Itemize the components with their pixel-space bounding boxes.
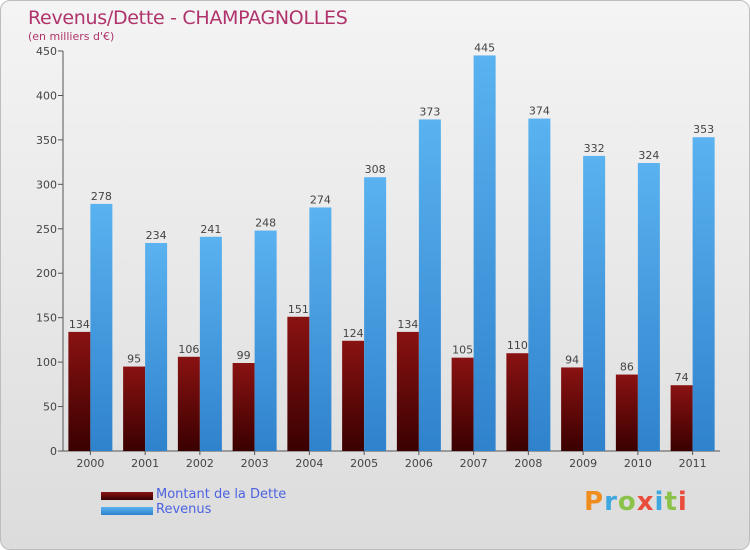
data-label-debt-2007: 105 — [452, 344, 473, 357]
bar-debt-2005 — [342, 340, 365, 451]
y-tick-label: 100 — [36, 356, 57, 369]
data-label-revenus-2007: 445 — [474, 41, 495, 54]
y-tick-label: 400 — [36, 89, 57, 102]
bar-debt-2009 — [561, 367, 584, 451]
bar-debt-2002 — [177, 356, 200, 451]
bar-revenus-2005 — [364, 177, 387, 451]
x-tick-label: 2007 — [460, 457, 488, 470]
bar-debt-2010 — [615, 374, 638, 451]
data-label-revenus-2003: 248 — [255, 217, 276, 230]
logo-letter: i — [654, 487, 665, 517]
bar-revenus-2002 — [199, 236, 222, 451]
bar-revenus-2009 — [583, 155, 606, 451]
bar-debt-2006 — [396, 331, 419, 451]
data-label-revenus-2011: 353 — [693, 123, 714, 136]
y-tick-label: 150 — [36, 312, 57, 325]
logo-letter: o — [617, 487, 637, 517]
x-tick-label: 2004 — [295, 457, 323, 470]
data-label-debt-2009: 94 — [565, 353, 579, 366]
data-label-revenus-2005: 308 — [365, 163, 386, 176]
bar-revenus-2001 — [145, 243, 168, 451]
data-label-revenus-2000: 278 — [91, 190, 112, 203]
legend-swatch-debt — [101, 492, 153, 500]
data-label-debt-2011: 74 — [675, 371, 689, 384]
data-label-revenus-2002: 241 — [200, 223, 221, 236]
proxiti-logo: Proxiti — [584, 487, 688, 517]
logo-letter: P — [584, 487, 605, 517]
bar-revenus-2006 — [418, 119, 441, 451]
data-label-revenus-2009: 332 — [584, 142, 605, 155]
y-tick-label: 250 — [36, 223, 57, 236]
data-label-revenus-2004: 274 — [310, 193, 331, 206]
legend-label-revenus: Revenus — [156, 502, 212, 517]
data-label-revenus-2001: 234 — [146, 229, 167, 242]
x-tick-label: 2005 — [350, 457, 378, 470]
data-label-debt-2005: 124 — [343, 327, 364, 340]
bar-revenus-2000 — [90, 203, 113, 451]
bar-debt-2003 — [232, 363, 255, 451]
data-label-debt-2006: 134 — [397, 318, 418, 331]
chart-title: Revenus/Dette - CHAMPAGNOLLES — [28, 7, 348, 29]
x-tick-label: 2009 — [569, 457, 597, 470]
logo-letter: i — [677, 487, 688, 517]
data-label-debt-2001: 95 — [127, 353, 141, 366]
x-tick-label: 2008 — [514, 457, 542, 470]
bar-revenus-2011 — [692, 137, 715, 451]
data-label-debt-2010: 86 — [620, 361, 634, 374]
bar-debt-2004 — [287, 316, 310, 451]
data-label-revenus-2010: 324 — [638, 149, 659, 162]
bar-revenus-2008 — [528, 118, 551, 452]
bar-revenus-2003 — [254, 230, 277, 451]
y-tick-label: 350 — [36, 134, 57, 147]
data-label-debt-2000: 134 — [69, 318, 90, 331]
y-tick-label: 450 — [36, 45, 57, 58]
x-tick-label: 2006 — [405, 457, 433, 470]
x-tick-label: 2011 — [679, 457, 707, 470]
x-tick-label: 2010 — [624, 457, 652, 470]
x-tick-label: 2003 — [241, 457, 269, 470]
bar-debt-2008 — [506, 353, 529, 451]
x-tick-label: 2001 — [131, 457, 159, 470]
data-label-revenus-2008: 374 — [529, 105, 550, 118]
x-tick-label: 2002 — [186, 457, 214, 470]
chart-subtitle: (en milliers d'€) — [28, 30, 115, 43]
legend-label-debt: Montant de la Dette — [156, 487, 287, 502]
logo-letter: t — [664, 487, 678, 517]
data-label-debt-2004: 151 — [288, 303, 309, 316]
bar-revenus-2007 — [473, 55, 496, 451]
bar-debt-2011 — [670, 385, 693, 451]
bar-debt-2007 — [451, 357, 474, 451]
bar-revenus-2010 — [637, 163, 660, 451]
y-tick-label: 300 — [36, 178, 57, 191]
x-tick-label: 2000 — [76, 457, 104, 470]
data-label-debt-2002: 106 — [178, 343, 199, 356]
logo-letter: r — [604, 487, 618, 517]
y-tick-label: 200 — [36, 267, 57, 280]
legend-swatch-revenus — [101, 507, 153, 515]
y-tick-label: 50 — [43, 401, 57, 414]
bar-debt-2000 — [68, 331, 91, 451]
logo-letter: x — [636, 487, 655, 517]
data-label-debt-2003: 99 — [237, 349, 251, 362]
data-label-debt-2008: 110 — [507, 339, 528, 352]
bar-debt-2001 — [123, 366, 146, 451]
bar-revenus-2004 — [309, 207, 332, 451]
y-tick-label: 0 — [50, 445, 57, 458]
data-label-revenus-2006: 373 — [419, 105, 440, 118]
